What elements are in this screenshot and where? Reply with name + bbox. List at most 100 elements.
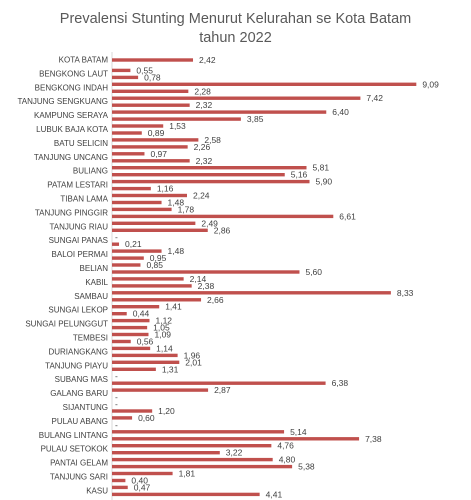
data-label: 0,44 — [133, 309, 150, 319]
bar — [112, 124, 164, 128]
bar — [112, 485, 128, 490]
data-label: 2,32 — [196, 156, 213, 166]
bar — [112, 457, 273, 462]
bar — [112, 256, 144, 260]
data-label: 5,60 — [305, 267, 322, 277]
data-label: 2,66 — [207, 295, 224, 305]
category-label: KABIL — [85, 278, 108, 287]
data-label: 1,53 — [169, 121, 186, 131]
data-label: 4,41 — [266, 489, 283, 499]
category-label: KOTA BATAM — [59, 56, 109, 65]
bar — [112, 416, 133, 420]
data-label: 2,24 — [193, 191, 210, 201]
bar — [112, 444, 272, 448]
data-label: 0,85 — [146, 260, 163, 270]
bar — [112, 325, 148, 330]
category-label: TANJUNG PIAYU — [45, 361, 108, 370]
bar — [112, 159, 190, 163]
bar — [112, 312, 127, 316]
bar — [112, 214, 334, 219]
bar — [112, 284, 192, 288]
category-label: TIBAN LAMA — [60, 195, 108, 204]
data-label: 1,81 — [179, 469, 196, 479]
data-label: 2,28 — [194, 86, 211, 96]
category-label: DURIANGKANG — [48, 347, 108, 356]
data-label: 1,14 — [156, 343, 173, 353]
bar — [112, 263, 141, 267]
data-label: - — [115, 420, 118, 430]
data-label: 2,01 — [185, 357, 202, 367]
bar — [112, 117, 241, 121]
category-label: SUBANG MAS — [55, 375, 108, 384]
bar — [112, 173, 285, 177]
data-label: 2,14 — [190, 274, 207, 284]
bar — [112, 464, 293, 469]
data-label: 5,38 — [298, 462, 315, 472]
data-label: 9,09 — [422, 79, 439, 89]
bar — [112, 277, 184, 281]
category-label: PANTAI GELAM — [50, 459, 108, 468]
data-label: 0,47 — [134, 482, 151, 492]
data-label: 3,85 — [247, 114, 264, 124]
bar — [112, 89, 189, 93]
data-label: 1,12 — [155, 316, 172, 326]
category-label: LUBUK BAJA KOTA — [36, 125, 109, 134]
bar — [112, 96, 361, 100]
category-label: SIJANTUNG — [63, 403, 108, 412]
data-label: 0,40 — [131, 476, 148, 486]
category-label: BENGKONG LAUT — [39, 69, 108, 78]
data-label: 2,38 — [198, 281, 215, 291]
category-label: TANJUNG SARI — [50, 473, 108, 482]
data-label: 5,16 — [291, 170, 308, 180]
data-label: 2,87 — [214, 385, 231, 395]
bar — [112, 145, 188, 149]
category-label: BENGKONG INDAH — [35, 83, 109, 92]
bar — [112, 298, 202, 302]
category-label: PATAM LESTARI — [47, 181, 108, 190]
category-label: BELIAN — [80, 264, 109, 273]
data-label: 6,61 — [339, 211, 356, 221]
bar — [112, 68, 131, 73]
data-label: 1,48 — [168, 198, 185, 208]
category-label: BULANG LINTANG — [39, 431, 108, 440]
bar — [112, 291, 391, 295]
bar — [112, 228, 208, 232]
data-label: 0,55 — [136, 65, 153, 75]
data-label: 1,41 — [165, 302, 182, 312]
data-label: 1,96 — [184, 350, 201, 360]
data-label: 0,21 — [125, 239, 142, 249]
chart-title-line2: tahun 2022 — [199, 30, 272, 46]
category-label: BULIANG — [73, 167, 108, 176]
bar — [112, 207, 172, 212]
data-label: - — [115, 399, 118, 409]
bar — [112, 193, 187, 198]
data-label: 0,95 — [150, 253, 167, 263]
category-label: TANJUNG PINGGIR — [35, 208, 108, 217]
data-label: 7,42 — [366, 93, 383, 103]
data-label: 0,60 — [138, 413, 155, 423]
data-label: 0,97 — [150, 149, 167, 159]
category-label: SAMBAU — [74, 292, 108, 301]
bar — [112, 166, 307, 170]
bar — [112, 437, 360, 441]
bar — [112, 179, 310, 184]
data-label: 1,48 — [168, 246, 185, 256]
bar — [112, 131, 142, 135]
bar — [112, 339, 131, 344]
chart-title: Prevalensi Stunting Menurut Kelurahan se… — [59, 11, 412, 27]
bar — [112, 388, 209, 392]
category-label: TEMBESI — [73, 334, 108, 343]
bar — [112, 381, 326, 385]
bar — [112, 471, 173, 476]
data-label: - — [115, 232, 118, 242]
data-label: 2,42 — [199, 55, 216, 65]
data-label: 1,09 — [154, 330, 171, 340]
data-label: 2,58 — [204, 135, 221, 145]
bar — [112, 409, 153, 413]
category-label: KASU — [86, 486, 108, 495]
bar — [112, 492, 260, 497]
data-label: 4,80 — [279, 455, 296, 465]
bar — [112, 103, 190, 107]
